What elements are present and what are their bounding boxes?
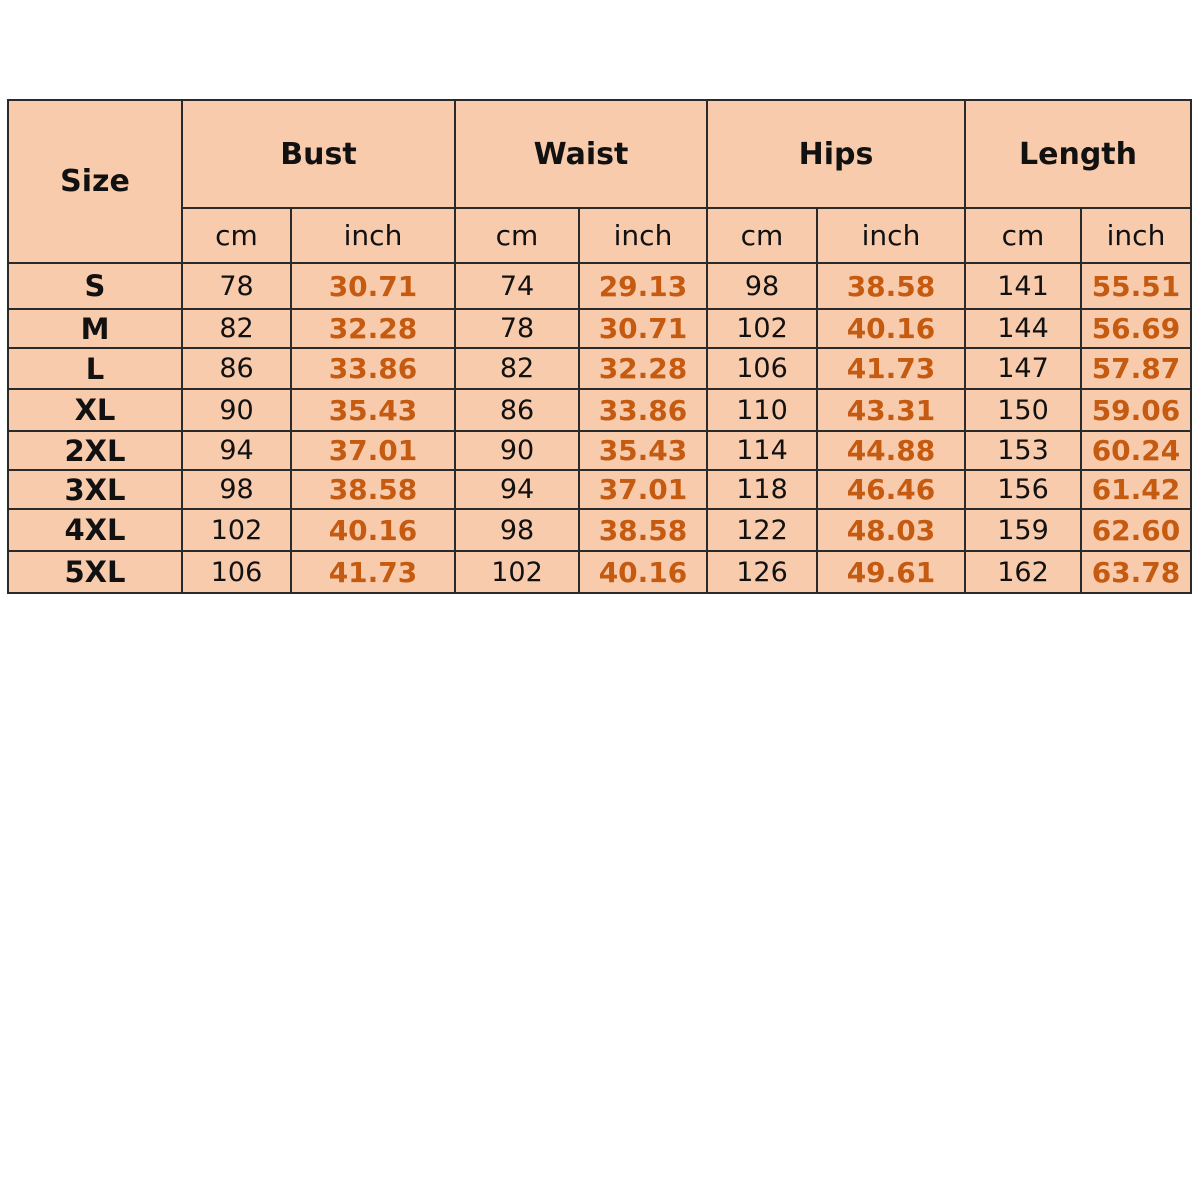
inch-value-cell: 37.01 [290,430,456,471]
size-cell: M [7,308,183,349]
unit-cm: cm [706,207,818,264]
cm-value-cell: 82 [454,347,580,390]
cm-value-cell: 98 [181,469,292,510]
inch-value-cell: 40.16 [816,308,966,349]
size-cell: L [7,347,183,390]
unit-inch: inch [1080,207,1192,264]
table-row: 2XL 94 37.01 90 35.43 114 44.88 153 60.24 [7,430,1192,471]
length-header: Length [964,99,1192,209]
cm-value-cell: 126 [706,550,818,594]
table-row: S 78 30.71 74 29.13 98 38.58 141 55.51 [7,262,1192,310]
inch-value-cell: 48.03 [816,508,966,552]
cm-value-cell: 86 [454,388,580,432]
cm-value-cell: 114 [706,430,818,471]
cm-value-cell: 98 [454,508,580,552]
inch-value-cell: 32.28 [290,308,456,349]
table-row: XL 90 35.43 86 33.86 110 43.31 150 59.06 [7,388,1192,432]
size-cell: 4XL [7,508,183,552]
hips-header: Hips [706,99,966,209]
inch-value-cell: 57.87 [1080,347,1192,390]
cm-value-cell: 78 [181,262,292,310]
table-row: L 86 33.86 82 32.28 106 41.73 147 57.87 [7,347,1192,390]
cm-value-cell: 153 [964,430,1082,471]
inch-value-cell: 49.61 [816,550,966,594]
unit-cm: cm [181,207,292,264]
table-row: 3XL 98 38.58 94 37.01 118 46.46 156 61.42 [7,469,1192,510]
cm-value-cell: 98 [706,262,818,310]
size-cell: S [7,262,183,310]
inch-value-cell: 55.51 [1080,262,1192,310]
inch-value-cell: 38.58 [290,469,456,510]
cm-value-cell: 110 [706,388,818,432]
inch-value-cell: 60.24 [1080,430,1192,471]
cm-value-cell: 141 [964,262,1082,310]
table-row: 5XL 106 41.73 102 40.16 126 49.61 162 63.78 [7,550,1192,594]
inch-value-cell: 32.28 [578,347,708,390]
cm-value-cell: 150 [964,388,1082,432]
size-chart-table: Size Bust Waist Hips Length cm inch cm i… [7,99,1192,594]
unit-inch: inch [290,207,456,264]
inch-value-cell: 56.69 [1080,308,1192,349]
inch-value-cell: 46.46 [816,469,966,510]
cm-value-cell: 78 [454,308,580,349]
cm-value-cell: 102 [181,508,292,552]
inch-value-cell: 33.86 [290,347,456,390]
unit-cm: cm [454,207,580,264]
inch-value-cell: 44.88 [816,430,966,471]
table-row: M 82 32.28 78 30.71 102 40.16 144 56.69 [7,308,1192,349]
cm-value-cell: 90 [454,430,580,471]
inch-value-cell: 62.60 [1080,508,1192,552]
table-row: 4XL 102 40.16 98 38.58 122 48.03 159 62.60 [7,508,1192,552]
inch-value-cell: 61.42 [1080,469,1192,510]
inch-value-cell: 41.73 [290,550,456,594]
inch-value-cell: 59.06 [1080,388,1192,432]
size-header: Size [7,99,183,264]
cm-value-cell: 102 [706,308,818,349]
inch-value-cell: 29.13 [578,262,708,310]
inch-value-cell: 30.71 [290,262,456,310]
inch-value-cell: 35.43 [290,388,456,432]
inch-value-cell: 63.78 [1080,550,1192,594]
inch-value-cell: 40.16 [290,508,456,552]
cm-value-cell: 156 [964,469,1082,510]
inch-value-cell: 30.71 [578,308,708,349]
inch-value-cell: 43.31 [816,388,966,432]
cm-value-cell: 94 [181,430,292,471]
cm-value-cell: 144 [964,308,1082,349]
cm-value-cell: 122 [706,508,818,552]
cm-value-cell: 106 [181,550,292,594]
inch-value-cell: 38.58 [578,508,708,552]
cm-value-cell: 118 [706,469,818,510]
unit-inch: inch [578,207,708,264]
cm-value-cell: 82 [181,308,292,349]
size-cell: 5XL [7,550,183,594]
cm-value-cell: 162 [964,550,1082,594]
cm-value-cell: 106 [706,347,818,390]
size-cell: 2XL [7,430,183,471]
cm-value-cell: 86 [181,347,292,390]
inch-value-cell: 33.86 [578,388,708,432]
cm-value-cell: 102 [454,550,580,594]
unit-inch: inch [816,207,966,264]
cm-value-cell: 94 [454,469,580,510]
cm-value-cell: 147 [964,347,1082,390]
inch-value-cell: 38.58 [816,262,966,310]
cm-value-cell: 74 [454,262,580,310]
inch-value-cell: 37.01 [578,469,708,510]
cm-value-cell: 159 [964,508,1082,552]
inch-value-cell: 41.73 [816,347,966,390]
size-cell: XL [7,388,183,432]
inch-value-cell: 40.16 [578,550,708,594]
cm-value-cell: 90 [181,388,292,432]
inch-value-cell: 35.43 [578,430,708,471]
unit-cm: cm [964,207,1082,264]
waist-header: Waist [454,99,708,209]
bust-header: Bust [181,99,456,209]
size-cell: 3XL [7,469,183,510]
